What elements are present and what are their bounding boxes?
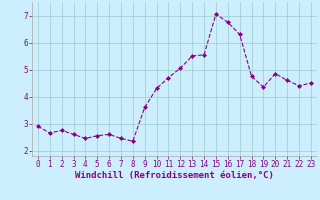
X-axis label: Windchill (Refroidissement éolien,°C): Windchill (Refroidissement éolien,°C) [75,171,274,180]
